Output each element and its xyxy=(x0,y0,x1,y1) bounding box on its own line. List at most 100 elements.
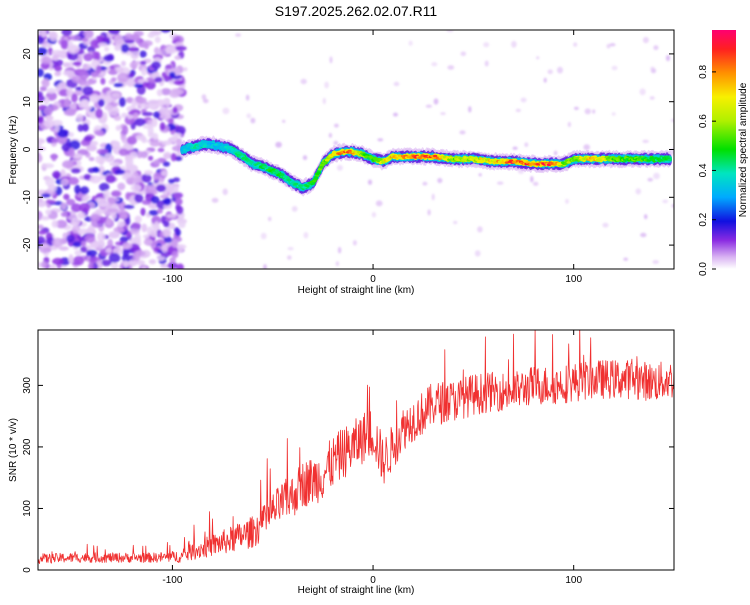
noise-cell xyxy=(77,124,84,132)
noise-cell xyxy=(151,61,161,69)
noise-cell xyxy=(174,155,183,161)
noise-cell xyxy=(71,93,78,103)
noise-cell xyxy=(172,106,178,114)
y-tick-label: -20 xyxy=(22,237,33,252)
noise-cell xyxy=(46,88,57,94)
noise-cell xyxy=(120,43,130,53)
noise-cell xyxy=(156,89,163,97)
noise-cell xyxy=(433,98,439,105)
noise-cell xyxy=(160,113,171,120)
noise-cell xyxy=(147,99,159,105)
y-tick-label: 300 xyxy=(22,377,33,394)
noise-cell xyxy=(55,219,68,229)
noise-cell xyxy=(74,250,83,256)
noise-cell xyxy=(163,220,170,228)
noise-cell xyxy=(333,140,339,146)
noise-cell xyxy=(60,178,69,186)
noise-cell xyxy=(174,45,187,51)
noise-cell xyxy=(211,197,219,203)
noise-cell xyxy=(166,213,177,219)
noise-cell xyxy=(650,66,655,71)
noise-cell xyxy=(96,148,109,155)
noise-cell xyxy=(121,254,131,262)
noise-cell xyxy=(109,161,121,167)
noise-cell xyxy=(460,51,467,57)
noise-cell xyxy=(584,108,591,115)
noise-cell xyxy=(478,173,482,177)
noise-cell xyxy=(352,240,357,246)
snr-plot-area xyxy=(38,330,674,564)
noise-cell xyxy=(175,204,181,211)
noise-cell xyxy=(163,97,170,104)
noise-cell xyxy=(70,203,82,213)
noise-cell xyxy=(113,82,124,88)
noise-cell xyxy=(144,170,153,176)
noise-cell xyxy=(287,247,294,251)
noise-cell xyxy=(68,147,75,158)
noise-cell xyxy=(147,103,157,109)
noise-cell xyxy=(170,153,177,162)
snr-x-axis-label: Height of straight line (km) xyxy=(298,585,415,596)
noise-cell xyxy=(431,193,435,201)
noise-cell xyxy=(62,160,75,169)
noise-cell xyxy=(459,130,466,135)
noise-cell xyxy=(99,182,110,192)
noise-cell xyxy=(141,67,147,76)
noise-cell xyxy=(174,55,181,60)
noise-cell xyxy=(163,204,172,210)
noise-cell xyxy=(113,34,124,45)
colorbar-tick-label: 0.4 xyxy=(698,163,709,177)
noise-cell xyxy=(640,232,647,238)
noise-cell xyxy=(92,51,99,60)
noise-cell xyxy=(43,96,50,105)
noise-cell xyxy=(134,118,146,127)
noise-cell xyxy=(86,144,97,152)
y-tick-label: 100 xyxy=(22,500,33,517)
noise-cell xyxy=(52,170,62,179)
noise-cell xyxy=(129,227,140,235)
noise-cell xyxy=(484,60,489,67)
noise-cell xyxy=(38,106,44,111)
noise-cell xyxy=(532,181,539,186)
noise-cell xyxy=(268,216,272,222)
noise-cell xyxy=(60,211,68,217)
noise-cell xyxy=(653,172,660,180)
noise-cell xyxy=(122,242,133,250)
noise-cell xyxy=(51,138,59,144)
noise-cell xyxy=(128,259,138,267)
noise-cell xyxy=(144,184,157,194)
noise-cell xyxy=(153,47,160,55)
noise-cell xyxy=(127,47,140,52)
noise-cell xyxy=(95,155,106,164)
noise-cell xyxy=(74,184,81,195)
noise-cell xyxy=(111,190,121,197)
noise-cell xyxy=(89,175,101,184)
noise-cell xyxy=(121,112,128,118)
noise-cell xyxy=(173,132,182,138)
noise-cell xyxy=(171,239,178,249)
noise-cell xyxy=(95,197,106,203)
noise-cell xyxy=(172,185,179,193)
noise-cell xyxy=(149,140,160,147)
noise-cell xyxy=(51,50,63,55)
noise-cell xyxy=(300,78,307,85)
noise-cell xyxy=(61,142,71,152)
noise-cell xyxy=(337,246,342,254)
colorbar xyxy=(712,30,736,269)
noise-cell xyxy=(68,132,74,138)
noise-cell xyxy=(111,140,121,148)
noise-cell xyxy=(57,129,69,138)
noise-cell xyxy=(107,238,114,249)
noise-cell xyxy=(133,112,139,119)
noise-cell xyxy=(79,81,92,87)
x-tick-label: -100 xyxy=(162,274,182,285)
signal-cell xyxy=(294,182,299,186)
signal-cell xyxy=(409,156,414,159)
colorbar-tick-label: 0.0 xyxy=(698,262,709,276)
noise-cell xyxy=(324,81,329,89)
noise-cell xyxy=(173,227,180,233)
y-tick-label: 200 xyxy=(22,438,33,455)
noise-cell xyxy=(129,151,138,159)
noise-cell xyxy=(40,30,47,38)
